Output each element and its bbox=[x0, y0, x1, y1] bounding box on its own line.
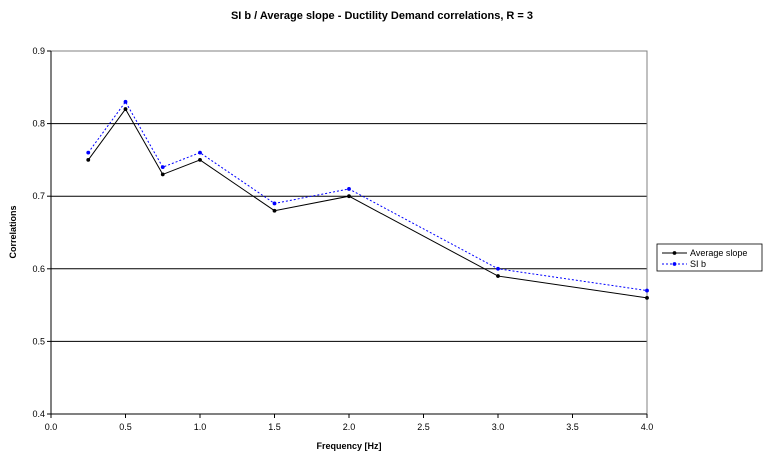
legend-label-si-b: SI b bbox=[690, 259, 706, 269]
series-group bbox=[86, 99, 649, 300]
x-axis-title: Frequency [Hz] bbox=[316, 441, 381, 451]
data-point-average-slope bbox=[645, 295, 649, 300]
legend-label-average-slope: Average slope bbox=[690, 248, 747, 258]
x-tick-label: 3.0 bbox=[492, 422, 505, 432]
x-tick-label: 2.0 bbox=[343, 422, 356, 432]
axes: 0.4 0.5 0.6 0.7 0.8 0.9 0.0 0.5 1.0 1.5 2.0 2.5 3.0 3… bbox=[32, 46, 653, 432]
data-point-average-slope bbox=[198, 158, 202, 162]
plot-area-frame bbox=[50, 50, 648, 415]
data-point-si-b bbox=[198, 150, 202, 155]
series-line-si-b bbox=[87, 100, 648, 292]
legend-marker-average-slope bbox=[672, 251, 677, 255]
x-tick-label: 2.5 bbox=[417, 422, 430, 432]
data-point-si-b bbox=[86, 150, 91, 155]
data-point-si-b bbox=[272, 201, 277, 206]
data-point-si-b bbox=[496, 266, 500, 271]
data-point-si-b bbox=[347, 187, 351, 191]
chart-title: SI b / Average slope - Ductility Demand … bbox=[231, 10, 533, 22]
data-point-average-slope bbox=[123, 107, 128, 111]
x-tick-label: 0.0 bbox=[45, 422, 58, 432]
data-point-si-b bbox=[123, 99, 128, 104]
x-tick-label: 3.5 bbox=[566, 422, 579, 432]
y-axis-title: Correlations bbox=[8, 205, 18, 258]
legend-marker-si-b bbox=[672, 262, 677, 266]
data-point-si-b bbox=[645, 288, 649, 293]
data-point-average-slope bbox=[272, 208, 277, 213]
y-tick-label: 0.5 bbox=[32, 336, 45, 346]
x-tick-label: 4.0 bbox=[641, 422, 654, 432]
legend-box bbox=[656, 243, 763, 272]
x-tick-label: 1.5 bbox=[268, 422, 281, 432]
y-tick-label: 0.9 bbox=[32, 46, 45, 56]
gridlines bbox=[51, 123, 647, 342]
y-tick-label: 0.6 bbox=[32, 264, 45, 274]
y-tick-label: 0.7 bbox=[32, 191, 45, 201]
y-tick-label: 0.4 bbox=[32, 409, 45, 419]
data-point-average-slope bbox=[347, 194, 351, 199]
data-point-average-slope bbox=[86, 158, 91, 162]
data-point-average-slope bbox=[496, 274, 500, 278]
x-tick-label: 0.5 bbox=[119, 422, 132, 432]
y-tick-label: 0.8 bbox=[32, 119, 45, 129]
data-point-si-b bbox=[160, 165, 165, 170]
series-line-average-slope bbox=[87, 108, 648, 299]
x-tick-label: 1.0 bbox=[194, 422, 207, 432]
data-point-average-slope bbox=[160, 172, 165, 177]
